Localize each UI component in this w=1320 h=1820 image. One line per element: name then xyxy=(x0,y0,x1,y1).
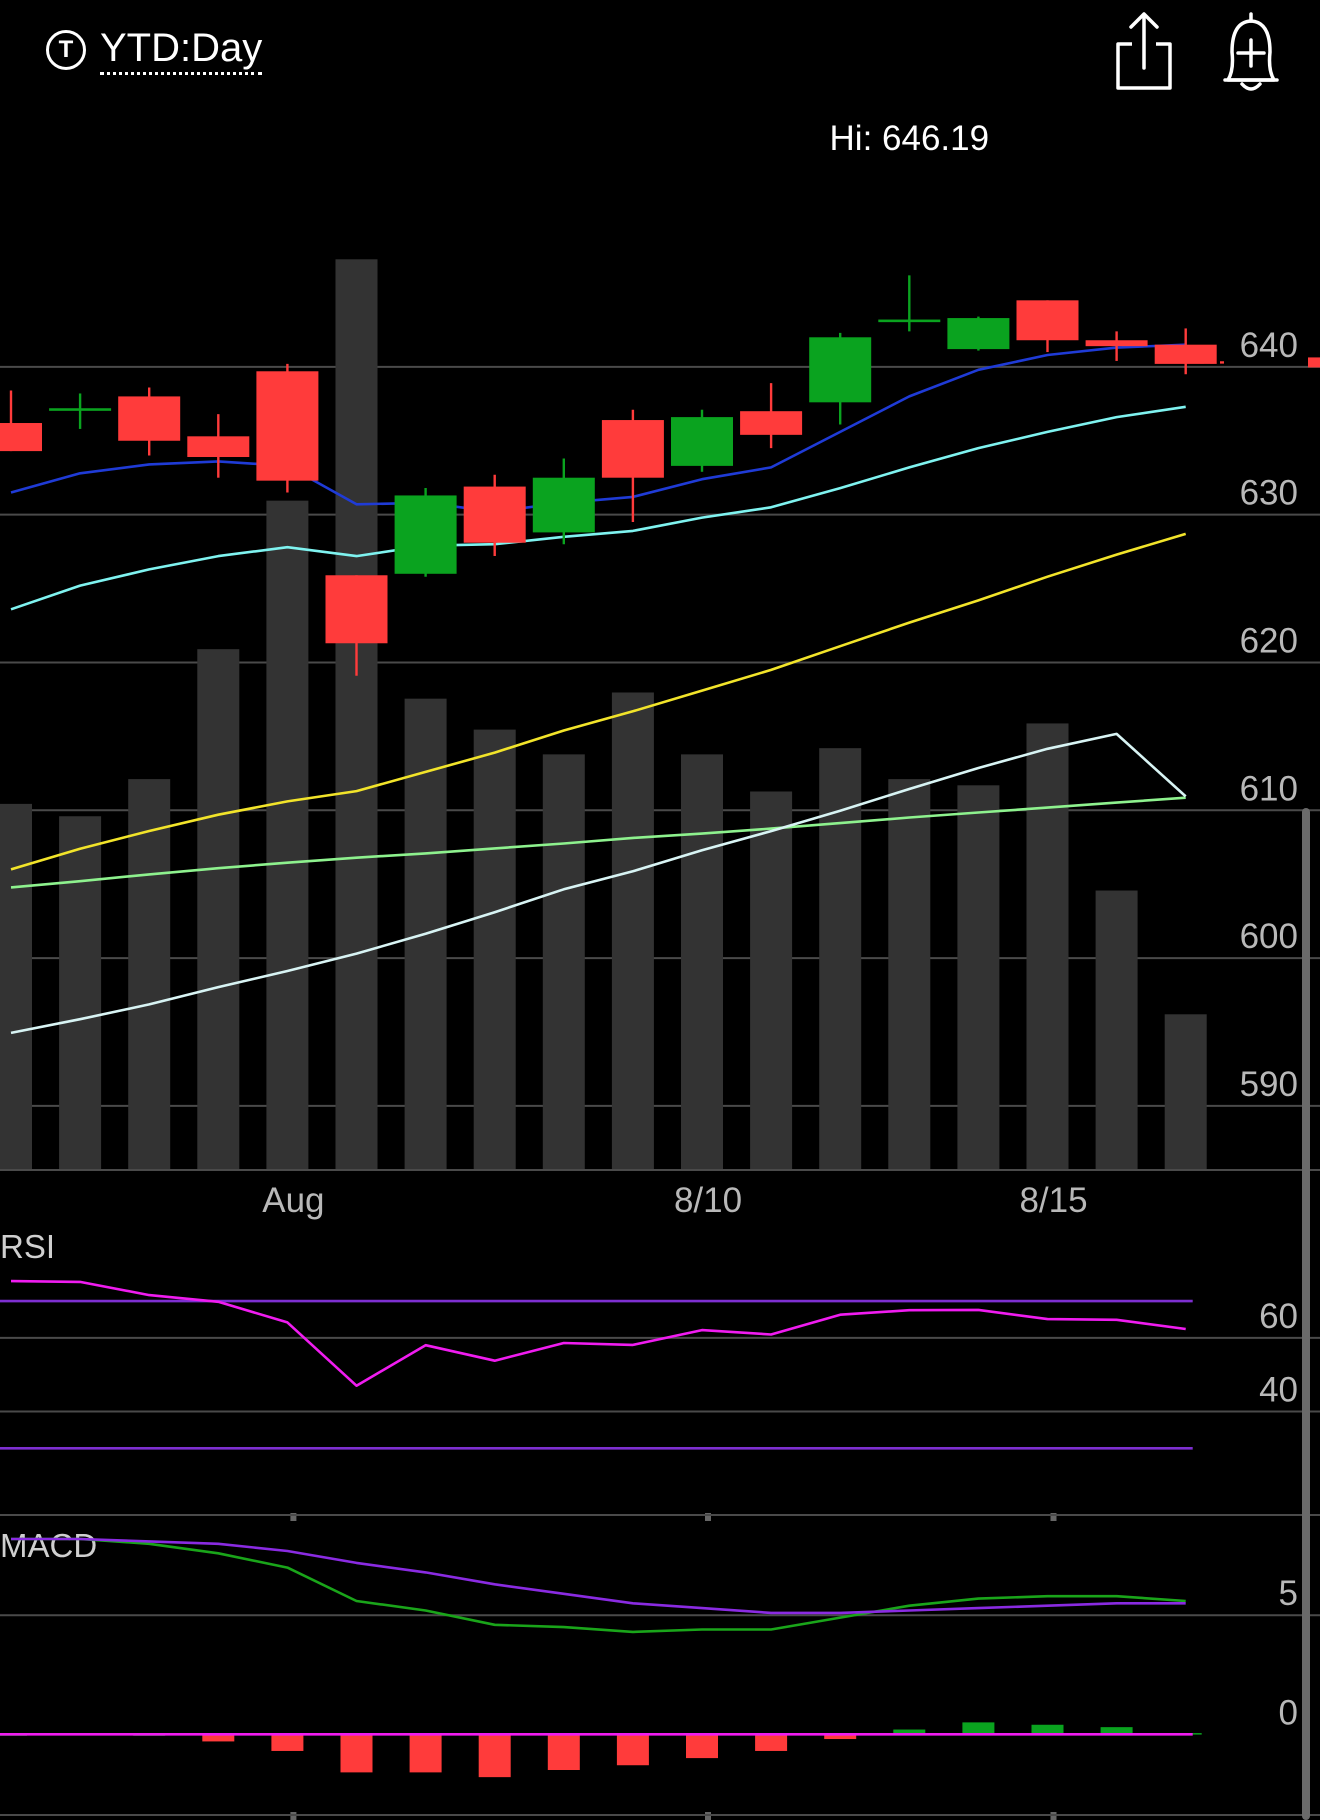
price-axis-tick-label: 610 xyxy=(1240,769,1298,808)
timeframe-label: YTD:Day xyxy=(100,26,263,75)
share-icon xyxy=(1116,12,1172,90)
macd-histogram-bar xyxy=(409,1734,442,1773)
date-tick-mark xyxy=(1050,1513,1057,1521)
price-moving-average-line xyxy=(10,532,1187,871)
volume-bar xyxy=(681,754,723,1169)
price-moving-average-line xyxy=(10,405,1186,611)
macd-histogram-bar xyxy=(893,1729,926,1735)
candle-body xyxy=(671,417,733,466)
date-tick-mark xyxy=(290,1513,297,1521)
rsi-line xyxy=(10,1279,1186,1387)
volume-bar xyxy=(197,649,240,1169)
price-axis-tick-label: 630 xyxy=(1240,474,1298,513)
price-axis-tick-label: 620 xyxy=(1240,621,1298,660)
macd-histogram-bar xyxy=(616,1734,649,1766)
volume-bar xyxy=(750,791,793,1169)
volume-bar xyxy=(473,729,516,1169)
candle-body xyxy=(601,420,664,478)
volume-bar xyxy=(266,500,309,1169)
date-axis-tick-label: 8/15 xyxy=(1019,1181,1087,1220)
macd-line xyxy=(11,1537,1186,1634)
candle-body xyxy=(740,411,803,435)
volume-bar xyxy=(1026,723,1069,1169)
volume-bars xyxy=(0,259,1207,1169)
price-axis-tick-label: 600 xyxy=(1240,917,1298,956)
volume-bar xyxy=(957,785,1000,1169)
rsi-axis-tick-label: 40 xyxy=(1259,1371,1298,1410)
macd-panel-label: MACD xyxy=(0,1527,97,1564)
macd-histogram-bar xyxy=(202,1734,235,1742)
volume-moving-average-line xyxy=(10,732,1187,1035)
volume-bar xyxy=(819,748,862,1169)
high-price-annotation: Hi: 646.19 xyxy=(830,119,990,158)
volume-bar xyxy=(128,779,171,1169)
macd-histogram-bar xyxy=(271,1734,304,1751)
candle-body xyxy=(1154,344,1217,364)
candle-body xyxy=(878,319,941,323)
volume-moving-averages xyxy=(10,732,1187,1035)
price-moving-averages xyxy=(10,343,1187,871)
volume-bar xyxy=(0,803,32,1169)
rsi-axis-tick-label: 60 xyxy=(1259,1297,1298,1336)
candle-body xyxy=(256,371,319,481)
last-price-marker xyxy=(1308,357,1320,368)
candle-body xyxy=(947,318,1010,350)
volume-bar xyxy=(1095,890,1138,1169)
add-alert-button[interactable] xyxy=(1218,8,1284,92)
candle-body xyxy=(463,486,526,543)
macd-histogram-bar xyxy=(340,1734,373,1773)
volume-bar xyxy=(59,816,102,1169)
macd-histogram-bar xyxy=(478,1734,511,1778)
candle-body xyxy=(187,436,250,458)
rsi-panel: RSI 60 40 xyxy=(0,1228,1320,1516)
chart-header: T YTD:Day xyxy=(0,0,1320,100)
volume-bar xyxy=(611,692,654,1169)
date-axis-tick-label: 8/10 xyxy=(674,1181,742,1220)
timeframe-selector[interactable]: T YTD:Day xyxy=(46,24,263,76)
volume-bar xyxy=(542,754,585,1169)
ticker-icon: T xyxy=(46,30,86,70)
candle-body xyxy=(532,477,595,533)
volume-moving-average-line xyxy=(10,796,1186,889)
macd-histogram-bar xyxy=(1100,1727,1133,1735)
candle-body xyxy=(325,575,388,644)
candle-body xyxy=(118,396,181,441)
price-moving-average-line xyxy=(10,343,1186,514)
volume-bar xyxy=(1164,1014,1207,1169)
macd-histogram-bar xyxy=(547,1734,580,1770)
date-tick-mark xyxy=(705,1513,711,1521)
macd-axis-tick-label: 0 xyxy=(1279,1693,1298,1732)
candlesticks xyxy=(0,275,1217,676)
candle-body xyxy=(49,408,112,411)
date-axis-tick-label: Aug xyxy=(262,1181,324,1220)
macd-histogram-bar xyxy=(686,1734,718,1759)
macd-histogram-bar xyxy=(755,1734,788,1751)
macd-axis-tick-label: 5 xyxy=(1279,1574,1298,1613)
candle-body xyxy=(394,495,457,574)
macd-histogram-bar xyxy=(824,1734,857,1740)
candle-body xyxy=(0,423,42,452)
price-axis-tick-label: 640 xyxy=(1240,326,1298,365)
scrollbar[interactable] xyxy=(1302,808,1310,1820)
macd-histogram-bar xyxy=(962,1722,995,1735)
candle-body xyxy=(809,337,872,403)
candle-body xyxy=(1085,340,1148,347)
volume-bar xyxy=(888,779,931,1169)
rsi-panel-label: RSI xyxy=(0,1228,55,1265)
candle-body xyxy=(1016,300,1079,341)
add-alert-bell-icon xyxy=(1223,12,1279,91)
volume-bar xyxy=(335,259,378,1169)
macd-line xyxy=(11,1537,1186,1615)
price-axis-tick-label: 590 xyxy=(1240,1065,1298,1104)
macd-panel: MACD 5 0 xyxy=(0,1527,1320,1816)
macd-histogram-bar xyxy=(1031,1724,1064,1735)
share-button[interactable] xyxy=(1112,10,1176,90)
price-gridlines: 640 630 620 610 600 590 xyxy=(0,326,1320,1107)
